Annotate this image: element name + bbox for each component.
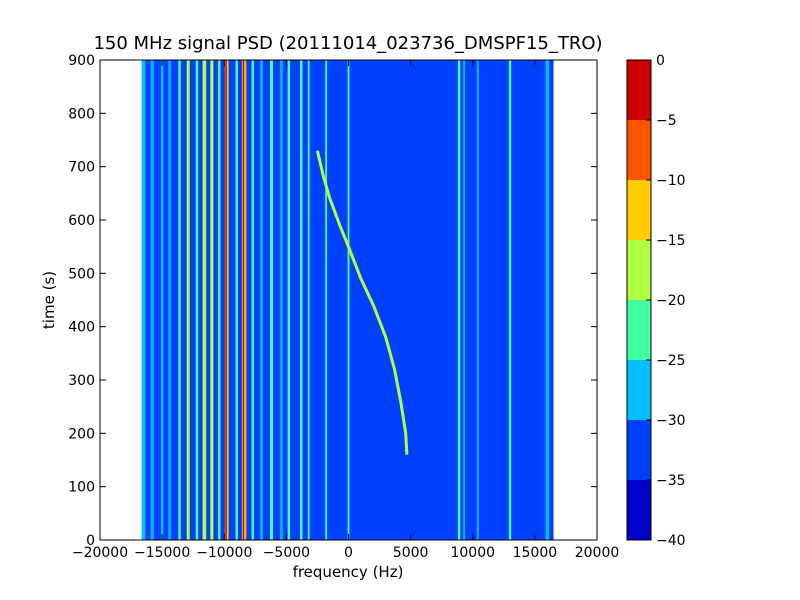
signal-line	[307, 60, 310, 540]
y-tick-label: 900	[68, 53, 95, 69]
colorbar-tick-label: −15	[656, 233, 686, 249]
x-tick-label: 20000	[575, 545, 620, 561]
colorbar-segment	[627, 180, 651, 240]
chart-title: 150 MHz signal PSD (20111014_023736_DMSP…	[93, 33, 602, 54]
colorbar-tick-label: −40	[656, 533, 686, 549]
x-tick-label: −10000	[196, 545, 252, 561]
signal-line	[202, 60, 207, 540]
x-tick-label: 0	[344, 545, 353, 561]
colorbar-tick-label: 0	[656, 53, 665, 69]
signal-line	[287, 60, 291, 540]
signal-line	[160, 60, 164, 540]
signal-line	[260, 60, 263, 540]
signal-line	[178, 60, 181, 540]
colorbar-tick-label: −30	[656, 413, 686, 429]
y-tick-label: 100	[68, 480, 95, 496]
y-tick-label: 500	[68, 266, 95, 282]
y-axis-label: time (s)	[40, 271, 58, 329]
signal-line	[141, 60, 146, 540]
signal-line	[325, 60, 328, 540]
colorbar-segment	[627, 60, 651, 120]
signal-line	[150, 60, 154, 540]
signal-peak-line	[225, 60, 227, 540]
y-tick-label: 0	[86, 533, 95, 549]
signal-line	[463, 60, 465, 540]
colorbar-tick-label: −35	[656, 473, 686, 489]
colorbar-tick-label: −20	[656, 293, 686, 309]
signal-line	[186, 60, 190, 540]
plot-area	[99, 59, 598, 541]
x-tick-label: 10000	[450, 545, 495, 561]
colorbar-segment	[627, 240, 651, 300]
signal-line	[168, 60, 171, 540]
x-tick-label: −15000	[134, 545, 190, 561]
signal-line	[210, 60, 214, 540]
signal-line	[195, 60, 199, 540]
spectrogram-heatmap	[141, 60, 554, 540]
colorbar-tick-label: −25	[656, 353, 686, 369]
colorbar: −40 −35 −30 −25 −20 −15 −10 −5 0	[626, 53, 686, 549]
doppler-trace	[315, 150, 409, 455]
signal-line	[347, 60, 350, 540]
y-tick-label: 300	[68, 373, 95, 389]
colorbar-segment	[627, 480, 651, 540]
y-axis: 0 100 200 300 400 500 600 700 800 900	[68, 53, 597, 549]
y-tick-label: 200	[68, 426, 95, 442]
signal-line	[251, 60, 255, 540]
signal-peak-line	[242, 60, 245, 540]
colorbar-tick-label: −5	[656, 113, 677, 129]
signal-line	[280, 60, 283, 540]
y-tick-label: 700	[68, 160, 95, 176]
colorbar-segment	[627, 420, 651, 480]
signal-line	[476, 60, 479, 540]
signal-line	[218, 60, 221, 540]
x-tick-label: 5000	[393, 545, 429, 561]
x-axis: −20000 −15000 −10000 −5000 0 5000 10000 15000 20…	[72, 60, 619, 561]
x-tick-label: −5000	[263, 545, 310, 561]
signal-line	[457, 60, 461, 540]
y-tick-label: 400	[68, 320, 95, 336]
colorbar-segment	[627, 300, 651, 360]
signal-line	[269, 60, 274, 540]
signal-line	[545, 60, 550, 540]
colorbar-segment	[627, 120, 651, 180]
signal-line	[235, 60, 238, 540]
x-axis-label: frequency (Hz)	[293, 563, 404, 581]
signal-line	[300, 60, 303, 540]
x-tick-label: −20000	[72, 545, 128, 561]
colorbar-segment	[627, 360, 651, 420]
x-tick-label: 15000	[513, 545, 558, 561]
y-tick-label: 600	[68, 213, 95, 229]
signal-line	[508, 60, 512, 540]
y-tick-label: 800	[68, 106, 95, 122]
colorbar-tick-label: −10	[656, 173, 686, 189]
